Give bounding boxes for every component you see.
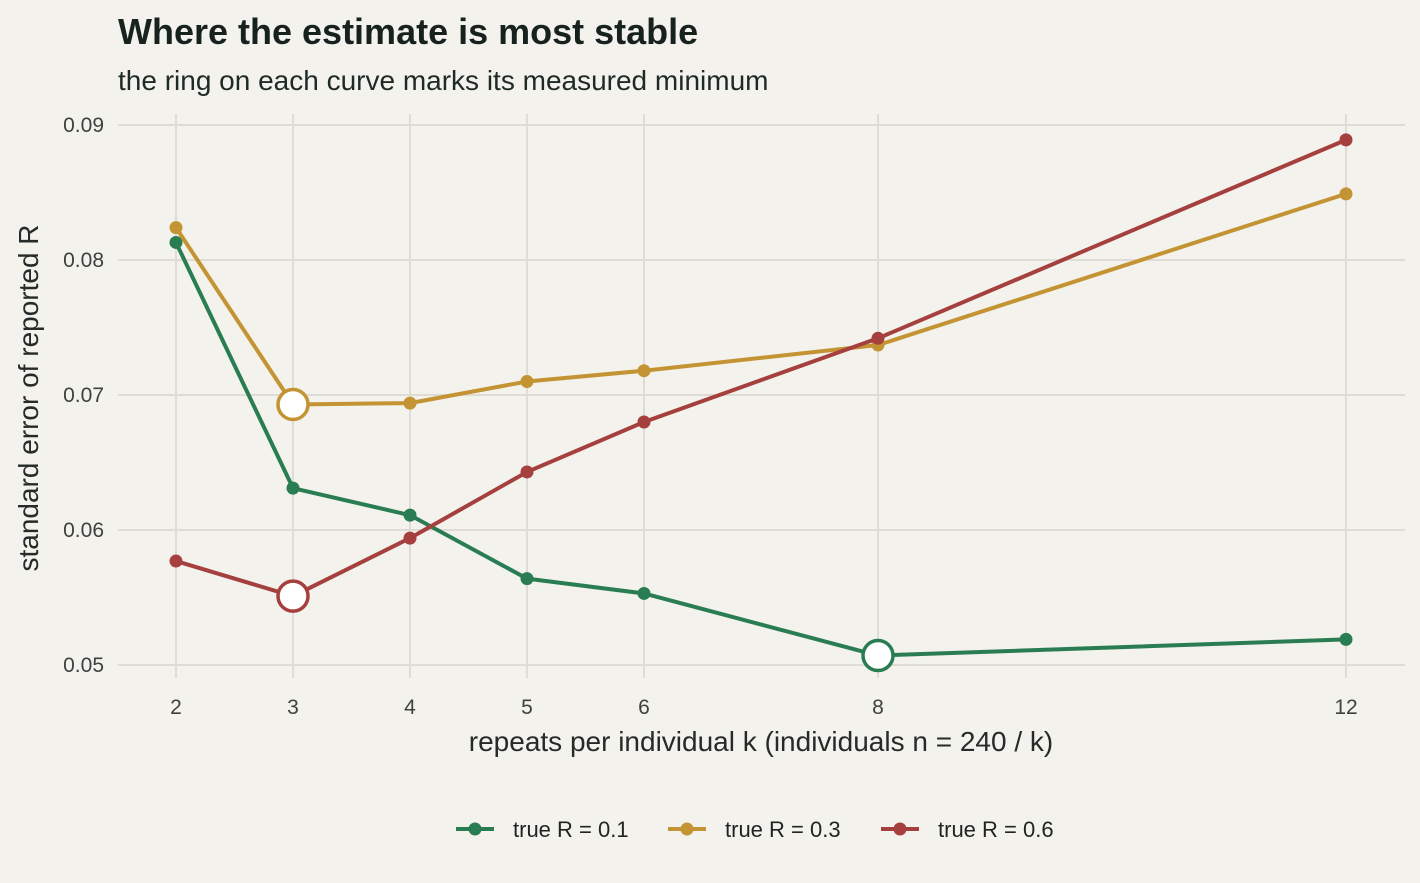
y-axis-ticks: 0.05 0.06 0.07 0.08 0.09 [63,114,104,677]
data-point [403,508,417,522]
x-tick-label: 8 [872,696,884,719]
data-point [637,415,651,429]
chart-subtitle: the ring on each curve marks its measure… [118,65,768,96]
minimum-ring [276,579,310,613]
data-point [169,221,183,235]
data-point [637,364,651,378]
data-point [169,235,183,249]
data-point [286,481,300,495]
y-tick-label: 0.09 [63,114,104,137]
y-tick-label: 0.05 [63,654,104,677]
data-point [1339,187,1353,201]
x-tick-label: 2 [170,696,182,719]
legend-swatch-point [680,822,694,836]
x-tick-label: 5 [521,696,533,719]
data-point [403,396,417,410]
y-tick-label: 0.06 [63,519,104,542]
data-point [520,572,534,586]
chart-title: Where the estimate is most stable [118,11,698,52]
x-axis-label: repeats per individual k (individuals n … [469,726,1053,757]
legend-item: true R = 0.3 [668,817,841,842]
legend-label: true R = 0.1 [513,817,629,842]
data-point [403,531,417,545]
data-point [520,375,534,388]
legend-label: true R = 0.6 [938,817,1054,842]
legend-swatch-point [893,822,907,836]
series-2 [169,133,1353,613]
x-tick-label: 3 [287,696,299,719]
legend-item: true R = 0.1 [456,817,629,842]
legend: true R = 0.1 true R = 0.3 true R = 0.6 [456,817,1054,842]
legend-swatch-point [468,822,482,836]
data-point [637,586,651,600]
series-0 [169,235,1353,673]
series-1 [169,187,1353,422]
y-tick-label: 0.07 [63,384,104,407]
data-point [1339,133,1353,147]
series-layer [169,133,1353,673]
legend-label: true R = 0.3 [725,817,841,842]
minimum-ring [861,638,895,673]
data-point [169,554,183,568]
x-tick-label: 6 [638,696,650,719]
data-point [871,331,885,345]
y-axis-label: standard error of reported R [13,224,44,571]
minimum-ring [276,387,310,422]
grid [118,114,1405,678]
data-point [520,465,534,479]
data-point [1339,632,1353,646]
legend-item: true R = 0.6 [881,817,1054,842]
x-axis-ticks: 2 3 4 5 6 8 12 [170,696,1358,719]
x-tick-label: 12 [1334,696,1357,719]
y-tick-label: 0.08 [63,249,104,272]
x-tick-label: 4 [404,696,416,719]
